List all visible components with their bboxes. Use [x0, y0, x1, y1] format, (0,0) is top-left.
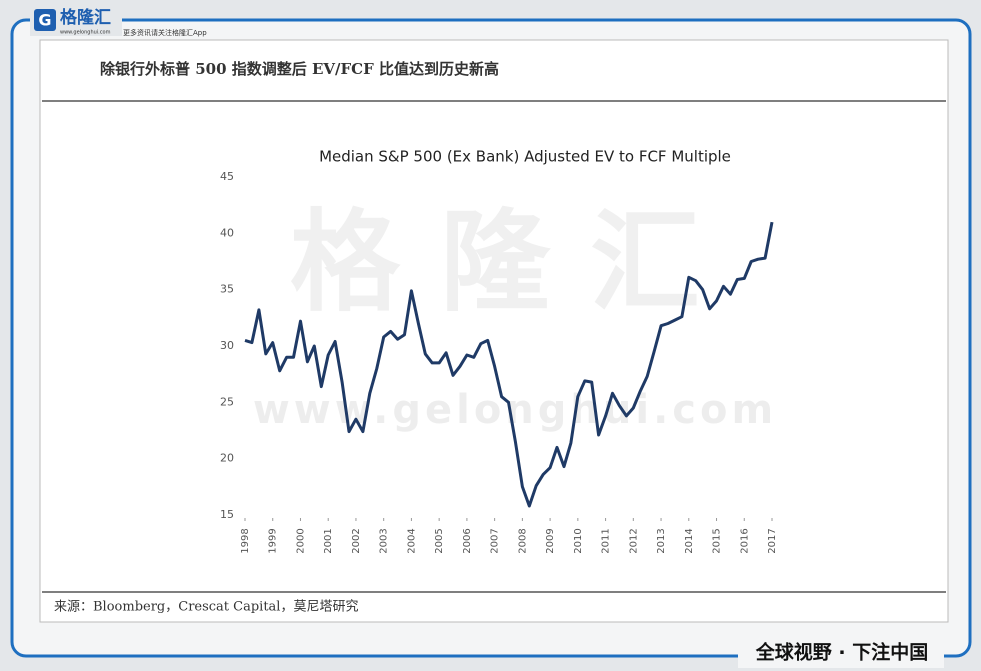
y-tick-label: 15 [220, 508, 234, 521]
x-tick-label: 2006 [462, 528, 473, 553]
y-tick-label: 35 [220, 283, 234, 296]
x-tick-label: 1999 [268, 528, 279, 553]
x-tick-label: 2009 [545, 528, 556, 553]
x-tick-label: 2001 [323, 528, 334, 553]
logo-icon [34, 9, 56, 31]
line-series [244, 221, 774, 508]
x-tick-label: 2007 [490, 528, 501, 553]
y-tick-label: 25 [220, 395, 234, 408]
y-tick-label: 40 [220, 226, 234, 239]
logo-name: 格隆汇 [60, 7, 111, 28]
slogan: 全球视野 · 下注中国 [755, 641, 928, 664]
x-tick-label: 2010 [573, 528, 584, 553]
logo-icon-letter: G [38, 11, 51, 30]
slogan-bg [738, 640, 944, 668]
x-tick-label: 2002 [351, 528, 362, 553]
tagline: 更多资讯请关注格隆汇App [123, 28, 207, 37]
panel [39, 39, 949, 623]
y-tick-label: 30 [220, 339, 234, 352]
watermark-name: 格隆汇 [290, 198, 740, 326]
watermark-url: www.gelonghui.com [253, 387, 777, 433]
y-tick-label: 20 [220, 452, 234, 465]
x-tick-label: 2017 [767, 528, 778, 553]
x-tick-label: 2015 [712, 528, 723, 553]
x-tick-label: 2016 [739, 528, 750, 553]
x-tick-label: 2013 [656, 528, 667, 553]
panel-title: 除银行外标普 500 指数调整后 EV/FCF 比值达到历史新高 [100, 60, 499, 78]
x-tick-label: 2004 [406, 528, 417, 553]
x-tick-label: 2003 [379, 528, 390, 553]
x-tick-label: 2011 [601, 528, 612, 553]
x-tick-label: 2012 [628, 528, 639, 553]
logo-url: www.gelonghui.com [60, 30, 111, 36]
x-tick-label: 1998 [240, 528, 251, 553]
source: 来源：Bloomberg，Crescat Capital，莫尼塔研究 [54, 600, 358, 615]
x-tick-label: 2000 [295, 528, 306, 553]
x-tick-label: 2008 [517, 528, 528, 553]
x-tick-label: 2005 [434, 528, 445, 553]
y-tick-label: 45 [220, 170, 234, 183]
x-tick-label: 2014 [684, 528, 695, 553]
chart-title: Median S&P 500 (Ex Bank) Adjusted EV to … [319, 148, 731, 166]
